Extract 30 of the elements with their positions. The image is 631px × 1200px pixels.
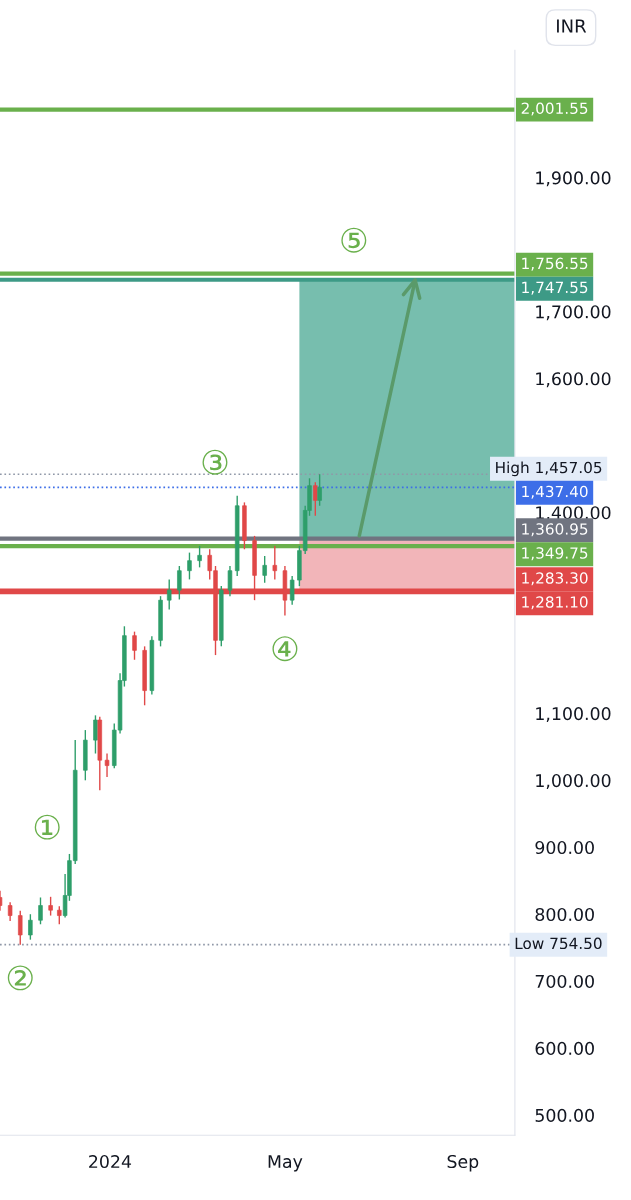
annotation: ② [7,965,33,991]
y-tick-label: 1,000.00 [536,774,611,789]
ref-line-label: 1,747.55 [522,281,588,295]
text: INR [557,19,587,33]
y-tick-label: 1,700.00 [536,305,611,321]
annotation: ④ [272,636,298,662]
annotation: ③ [202,449,228,475]
annotation: ① [34,814,60,840]
y-tick-label: 1,100.00 [536,707,611,722]
annotation: ⑤ [341,227,367,253]
ref-line-label: 1,283.30 [522,572,588,586]
y-tick-label: 900.00 [535,840,594,855]
ref-line-label: 1,349.75 [522,547,588,561]
x-tick-label: 2024 [89,1154,132,1169]
ref-line-label: 1,437.40 [522,485,588,499]
y-tick-label: 800.00 [535,907,594,922]
x-tick-label: Sep [447,1154,479,1172]
y-tick-label: 1,400.00 [536,506,611,522]
y-tick-label: 1,900.00 [536,171,611,187]
ref-line-label: Low 754.50 [515,937,602,950]
ref-line-label: 1,756.55 [522,257,588,271]
y-tick-label: 600.00 [535,1041,594,1055]
y-tick-label: 1,600.00 [536,372,611,388]
x-tick-label: May [268,1155,303,1172]
ref-line-label: High 1,457.05 [496,461,602,477]
y-tick-label: 700.00 [535,974,594,989]
ref-line-label: 1,360.95 [522,523,588,537]
y-tick-label: 500.00 [535,1108,594,1122]
ref-line-label: 2,001.55 [521,102,588,116]
ref-line-label: 1,281.10 [522,596,588,610]
